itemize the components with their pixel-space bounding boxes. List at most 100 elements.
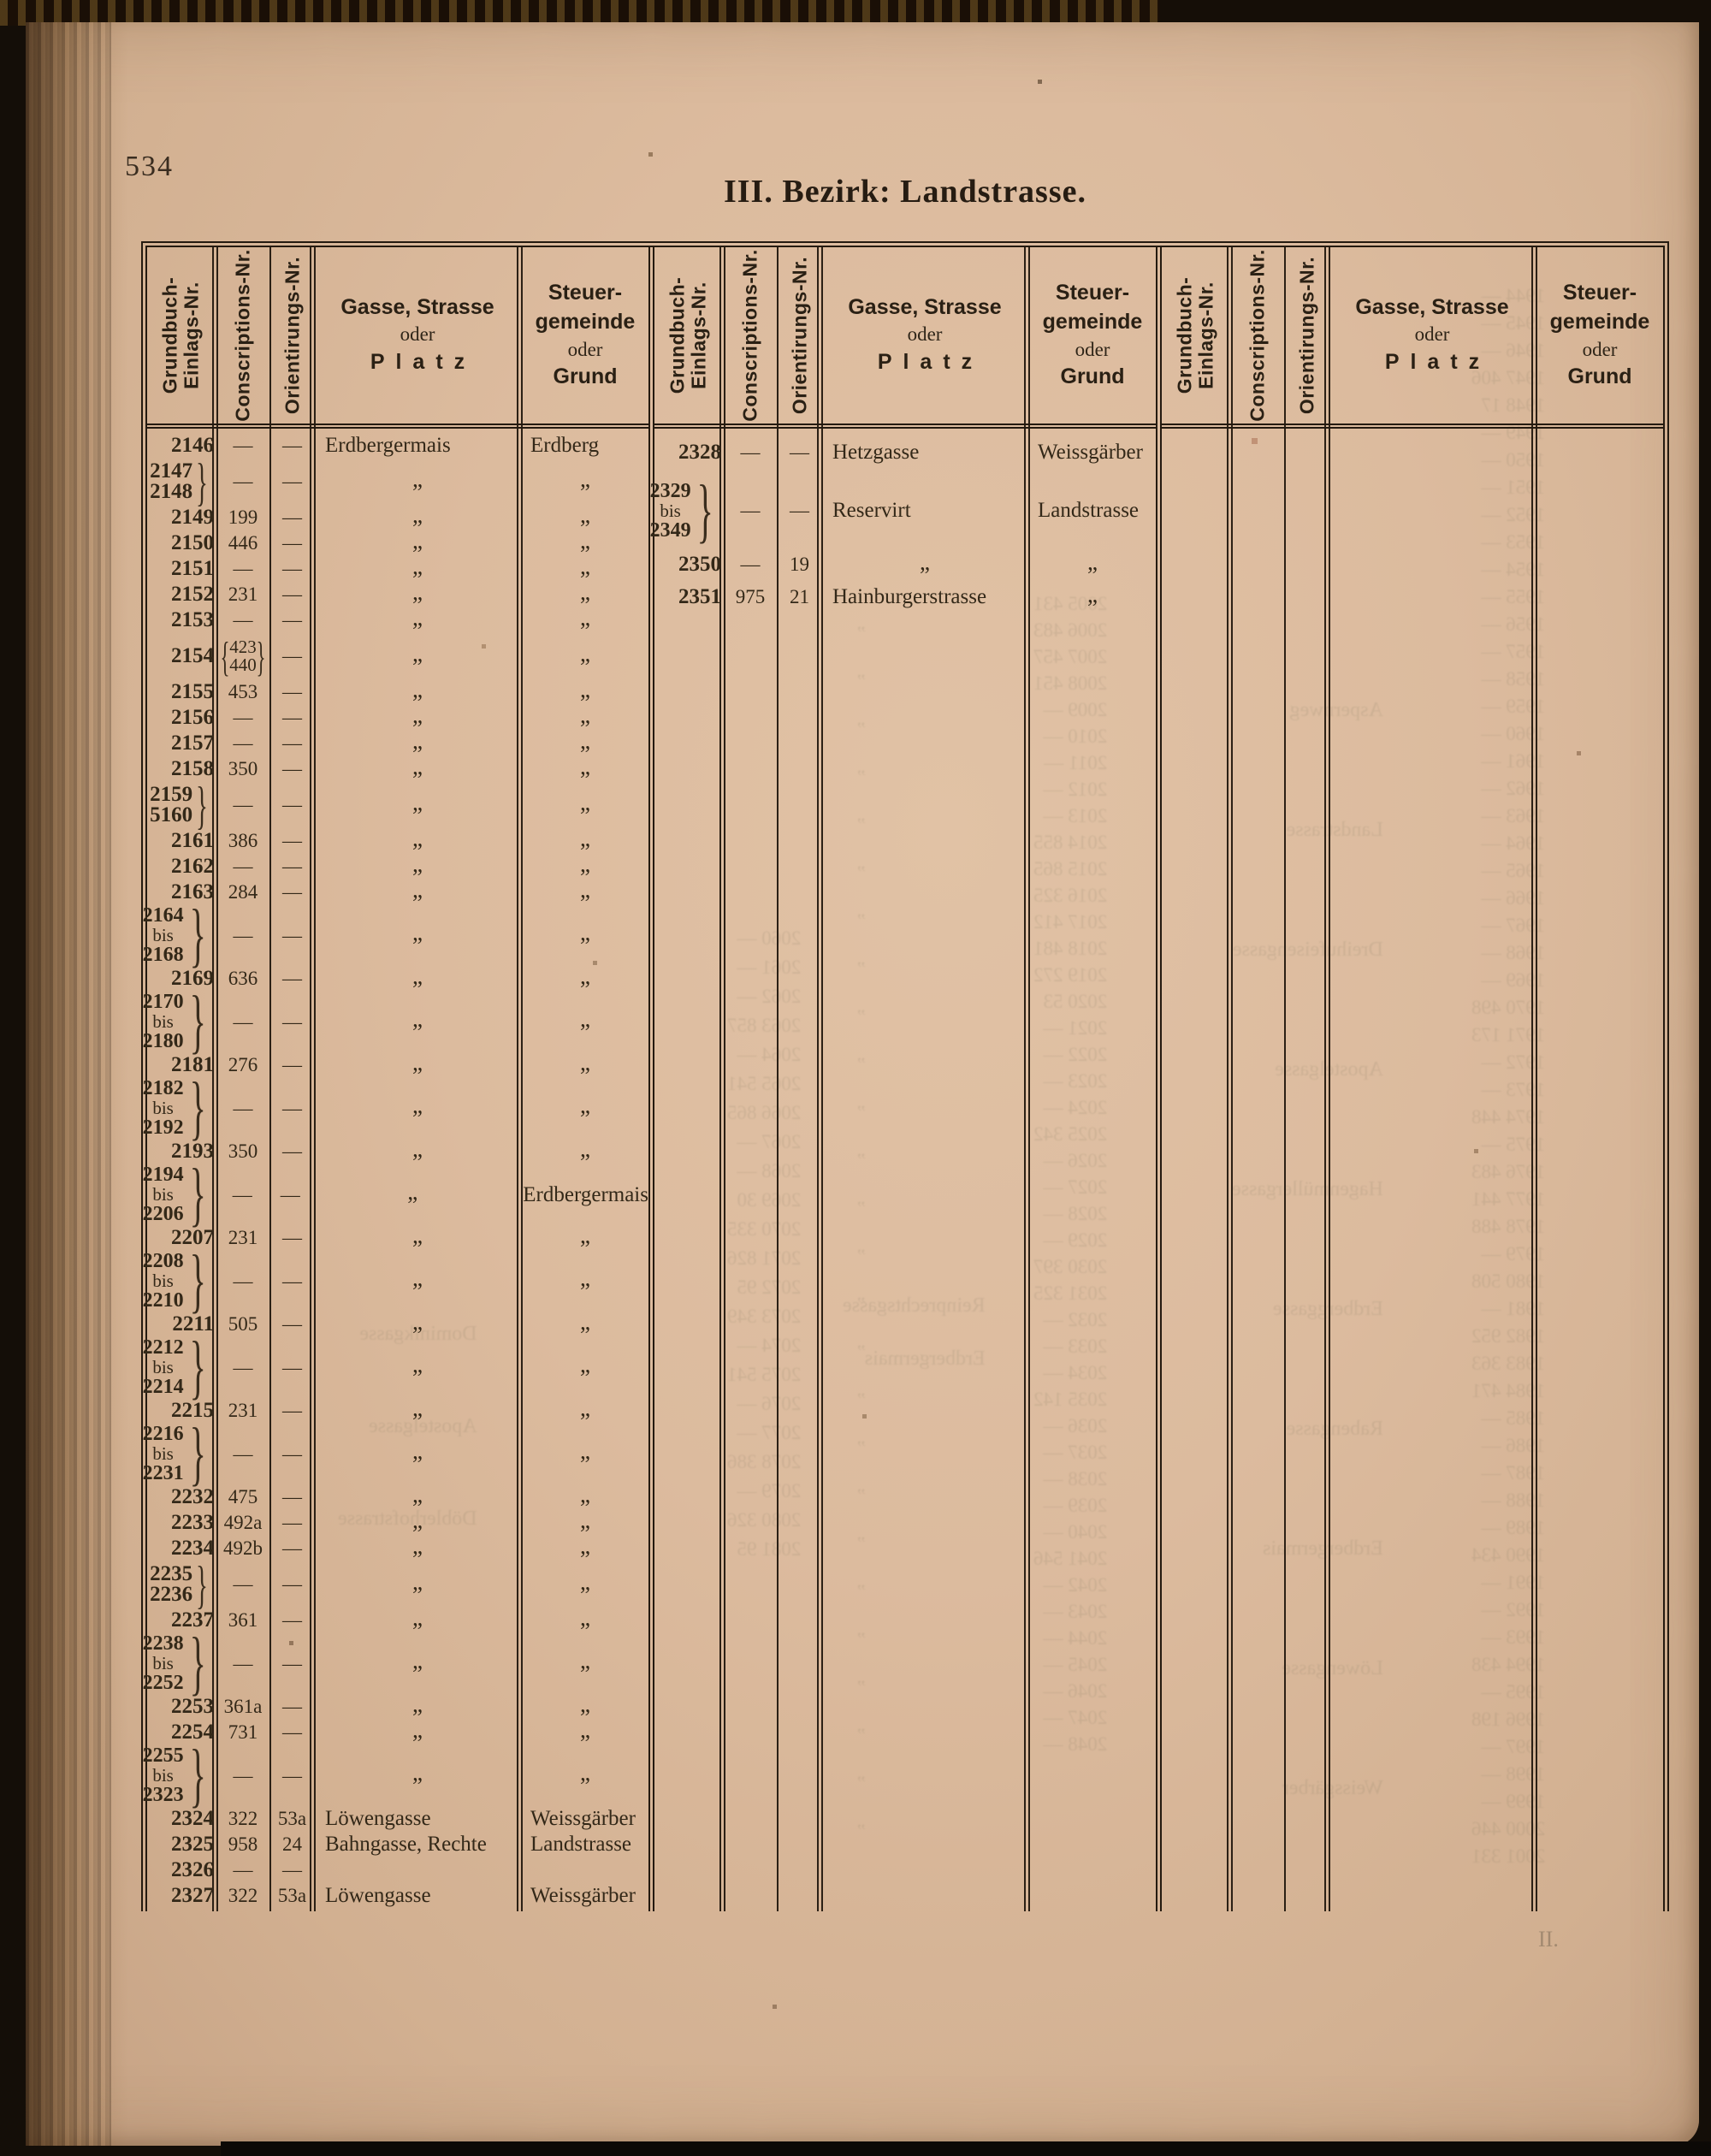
steuergemeinde-grund-cell: „ [580,604,590,631]
col-header-gasse-strasse-platz: Gasse, Strasse oder Platz [313,247,522,424]
gasse-strasse-platz-cell: „ [412,1222,423,1248]
grundbuch-einlags-nr-cell: 2154 [171,644,214,667]
steuergemeinde-grund-cell: „ [580,962,590,989]
col-header-steuergemeinde-grund: Steuer- gemeinde oder Grund [522,247,648,424]
gasse-strasse-platz-cell: „ [412,920,423,945]
land-registry-table: Grundbuch- Einlags-Nr. Conscriptions-Nr.… [141,241,1669,1911]
table-row: 2163 284 — „ „ [147,876,648,905]
steuergemeinde-grund-cell: „ [580,1006,590,1032]
row-group-brace: } [189,895,206,975]
conscriptions-nr-cell: 386 [228,830,258,851]
col-header-label: oder [567,338,603,360]
grundbuch-einlags-nr-cell: 2164 bis 2168} [143,895,215,975]
page-edge-tab [860,0,1159,23]
grundbuch-einlags-nr-cell: 2233 [171,1511,214,1534]
steuergemeinde-grund-cell: Weissgärber [1038,441,1143,464]
orientirungs-nr-cell: — [282,1859,302,1881]
table-row: 2161 386 — „ „ [147,826,648,854]
conscriptions-nr-cell: — [233,794,253,815]
grundbuch-einlags-nr-cell: 2324 [171,1807,214,1830]
steuergemeinde-grund-cell: „ [580,1691,590,1717]
group-header: Grundbuch- Einlags-Nr. Conscriptions-Nr.… [147,247,648,429]
conscriptions-nr-cell: 958 [228,1833,258,1855]
conscriptions-nr-cell: 199 [228,506,258,528]
grundbuch-einlags-nr-cell: 2161 [171,829,214,852]
orientirungs-nr-cell: 24 [282,1833,302,1855]
gasse-strasse-platz-cell: „ [412,1604,423,1631]
gasse-strasse-platz-cell: „ [412,962,423,989]
grundbuch-einlags-nr-cell: 2163 [171,880,214,903]
grundbuch-einlags-nr-cell: 2232 [171,1485,214,1508]
gasse-strasse-platz-cell: „ [412,876,423,903]
book-edge-top-texture [0,0,1163,26]
steuergemeinde-grund-cell: „ [580,1093,590,1118]
conscriptions-nr-cell: 505 [228,1313,258,1335]
steuergemeinde-grund-cell: „ [580,920,590,945]
orientirungs-nr-cell: — [282,1696,302,1717]
orientirungs-nr-cell: — [282,1721,302,1743]
row-group-brace: } [189,1068,206,1148]
paper-speckles [0,0,1,1]
grundbuch-einlags-nr-cell: 2212 bis 2214} [143,1328,215,1407]
orientirungs-nr-cell: 53a [277,1808,307,1829]
col-header-label: Grund [1567,364,1632,388]
conscriptions-nr-cell: 231 [228,1227,258,1248]
conscriptions-nr-cell: — [233,1652,253,1674]
orientirungs-nr-cell: — [790,441,809,463]
conscriptions-nr-cell: 492a [223,1512,263,1533]
grundbuch-einlags-nr-cell: 2193 [171,1140,214,1163]
col-header-label: gemeinde [1549,310,1650,335]
orientirungs-nr-cell: — [282,471,302,492]
column-rule [817,247,823,1911]
binding-gutter-texture [26,22,111,2146]
table-row: 2238 bis 2252} — — „ „ [143,1624,648,1703]
orientirungs-nr-cell: — [282,583,302,605]
steuergemeinde-grund-cell: „ [580,553,590,579]
row-group-brace: } [189,1241,206,1321]
grundbuch-einlags-nr-cell: 2253 [171,1695,214,1718]
orientirungs-nr-cell: — [282,1010,302,1033]
col-header-label: Orientirungs-Nr. [788,256,810,415]
col-header-label: Platz [877,350,984,375]
col-header-label: Steuer- [1562,281,1637,305]
orientirungs-nr-cell: — [282,1442,302,1465]
grundbuch-einlags-nr-cell: 2215 [171,1399,214,1422]
grundbuch-einlags-nr-cell: 2234 [171,1537,214,1560]
column-rule [212,247,218,1911]
table-row: 2232 475 — „ „ [147,1482,648,1510]
col-header-label: Platz [370,350,477,375]
conscriptions-nr-cell: — [740,441,761,463]
grundbuch-einlags-nr-cell: 2151 [171,557,214,580]
orientirungs-nr-cell: — [282,732,302,754]
col-header-grundbuch-einlags-nr: Grundbuch- Einlags-Nr. [1162,247,1229,424]
table-row: 2324 322 53a Löwengasse Weissgärber [147,1806,648,1832]
table-row: 2255 bis 2323} — — „ „ [143,1736,648,1815]
steuergemeinde-grund-cell: „ [580,1222,590,1248]
conscriptions-nr-cell: — [232,1183,252,1205]
group-body [1162,429,1663,1911]
conscriptions-nr-cell: 453 [228,681,258,702]
col-header-orientirungs-nr: Orientirungs-Nr. [271,247,313,424]
conscriptions-nr-cell: — [233,732,253,754]
steuergemeinde-grund-cell: Erdberg [530,434,600,457]
steuergemeinde-grund-cell: „ [580,876,590,903]
row-group-brace: } [189,981,206,1062]
table-row: 2162 — — „ „ [147,851,648,880]
gasse-strasse-platz-cell: „ [412,1395,423,1421]
table-row: 2170 bis 2180} — — „ „ [143,982,648,1061]
conscriptions-nr-cell: 361 [228,1609,258,1631]
conscriptions-nr-cell: — [233,1859,253,1881]
grundbuch-einlags-nr-cell: 2216 bis 2231} [143,1414,215,1493]
orientirungs-nr-cell: — [282,1573,302,1595]
col-header-label: Orientirungs-Nr. [281,256,303,415]
column-rule [1024,247,1030,1911]
grundbuch-einlags-nr-cell: 2149 [171,506,214,529]
table-row: 2327 322 53a Löwengasse Weissgärber [147,1883,648,1909]
grundbuch-einlags-nr-cell: 2327 [171,1884,214,1907]
col-header-label: gemeinde [535,310,636,335]
gasse-strasse-platz-cell: „ [412,1308,423,1335]
gasse-strasse-platz-cell: „ [412,676,423,702]
conscriptions-nr-cell: — [233,924,253,946]
grundbuch-einlags-nr-cell: 2328 [678,441,721,464]
col-header-label: Steuer- [1055,281,1130,305]
